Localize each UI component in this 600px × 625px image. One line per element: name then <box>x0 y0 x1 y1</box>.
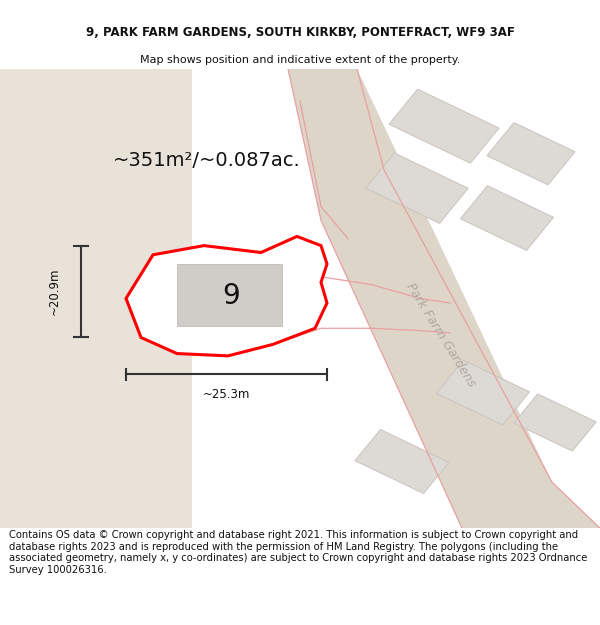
Polygon shape <box>460 186 554 251</box>
Polygon shape <box>126 236 327 356</box>
Text: 9, PARK FARM GARDENS, SOUTH KIRKBY, PONTEFRACT, WF9 3AF: 9, PARK FARM GARDENS, SOUTH KIRKBY, PONT… <box>86 26 514 39</box>
Text: 9: 9 <box>222 282 240 310</box>
Polygon shape <box>389 89 499 163</box>
Polygon shape <box>288 69 600 528</box>
Text: ~351m²/~0.087ac.: ~351m²/~0.087ac. <box>113 151 301 170</box>
Polygon shape <box>436 360 530 425</box>
Polygon shape <box>0 69 192 528</box>
Polygon shape <box>355 429 449 494</box>
Text: ~25.3m: ~25.3m <box>203 388 250 401</box>
Polygon shape <box>366 153 468 223</box>
Text: Map shows position and indicative extent of the property.: Map shows position and indicative extent… <box>140 54 460 64</box>
Polygon shape <box>487 122 575 185</box>
Polygon shape <box>514 394 596 451</box>
Polygon shape <box>177 264 282 326</box>
Text: Contains OS data © Crown copyright and database right 2021. This information is : Contains OS data © Crown copyright and d… <box>9 530 587 575</box>
Text: Park Farm Gardens: Park Farm Gardens <box>404 281 478 389</box>
Text: ~20.9m: ~20.9m <box>47 268 61 315</box>
